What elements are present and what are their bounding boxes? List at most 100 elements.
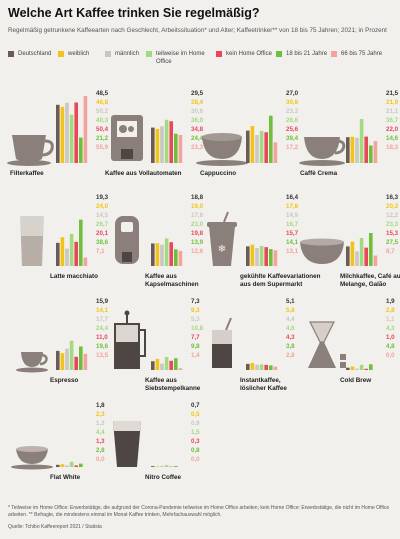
category-label: Kaffee aus Vollautomaten — [105, 170, 182, 177]
value-label: 14,5 — [96, 212, 109, 219]
bar — [56, 104, 60, 163]
value-label: 34,8 — [191, 126, 204, 133]
value-label: 2,8 — [386, 307, 395, 314]
value-label: 14,9 — [286, 212, 299, 219]
bar — [346, 367, 350, 370]
bar — [346, 137, 350, 163]
value-label: 20,3 — [386, 203, 399, 210]
bar — [355, 368, 359, 370]
value-label: 2,8 — [286, 352, 295, 359]
value-label: 10,8 — [191, 325, 204, 332]
value-label: 20,1 — [96, 230, 109, 237]
value-label: 19,3 — [96, 194, 109, 201]
value-label: 26,7 — [96, 221, 109, 228]
value-label: 3,8 — [286, 343, 295, 350]
source-note: Quelle: Tchibo Kaffeereport 2021 / Stati… — [8, 524, 102, 530]
bar — [273, 142, 278, 163]
bar — [164, 119, 169, 163]
bar — [164, 357, 169, 370]
value-label: 30,8 — [286, 99, 299, 106]
category-panel: 27,0 30,8 23,3 26,6 25,6 39,4 17,2 Cappuccino — [196, 90, 299, 177]
category-panel: 1,9 2,8 1,1 4,3 1,0 4,8 0,0 Cold Brew — [308, 298, 395, 384]
bar — [369, 145, 373, 163]
bar — [355, 137, 359, 163]
bar — [178, 250, 183, 266]
category-label: Kaffee aus — [145, 377, 177, 384]
bar — [155, 243, 160, 266]
bar — [250, 363, 255, 370]
value-label: 0,0 — [96, 456, 105, 463]
value-label: 4,6 — [286, 325, 295, 332]
value-label: 11,0 — [96, 334, 108, 341]
bar — [79, 346, 83, 370]
bar — [369, 364, 373, 370]
legend-swatch — [146, 51, 152, 57]
bar — [69, 233, 74, 266]
bar — [346, 246, 350, 266]
bar — [151, 127, 155, 163]
bar — [79, 137, 83, 163]
value-label: 1,9 — [386, 298, 395, 305]
value-label: 23,3 — [191, 144, 204, 151]
legend: Deutschland weiblich männlich teilweise im … — [8, 50, 400, 72]
bar — [178, 368, 183, 370]
bar — [174, 249, 178, 266]
value-label: 4,8 — [386, 343, 395, 350]
bar — [164, 465, 169, 467]
value-label: 0,8 — [191, 447, 200, 454]
legend-label: männlich — [115, 51, 140, 57]
value-label: 25,6 — [286, 126, 299, 133]
value-label: 2,3 — [96, 411, 105, 418]
value-label: 17,8 — [286, 203, 299, 210]
bar — [164, 238, 169, 266]
value-label: 5,3 — [191, 316, 200, 323]
milk-coffee-bowl-icon — [300, 238, 344, 264]
value-label: 0,5 — [191, 411, 200, 418]
espresso-cup-icon — [16, 352, 48, 373]
value-label: 16,3 — [386, 194, 399, 201]
bar — [269, 365, 273, 370]
category-panel: 18,8 19,0 17,8 23,0 19,8 13,9 12,6 Kaffee ausKa… — [115, 194, 204, 288]
value-label: 19,8 — [191, 230, 204, 237]
value-label: 39,4 — [286, 135, 299, 142]
bar — [373, 255, 378, 266]
category-panel: 16,3 20,3 12,2 23,3 15,3 27,5 8,7 Milchkaffee, … — [300, 194, 400, 288]
legend-swatch — [331, 51, 337, 57]
value-label: 21,9 — [386, 99, 399, 106]
value-label: 36,0 — [191, 117, 204, 124]
bar — [178, 135, 183, 163]
chart-subtitle: Regelmäßig getrunkene Kaffeearten nach G… — [8, 27, 387, 34]
category-label: Instantkaffee, — [240, 377, 281, 384]
legend-label: 18 bis 21 Jahre — [286, 51, 328, 57]
bar — [350, 136, 355, 163]
bar — [246, 363, 250, 370]
bar — [83, 95, 88, 163]
bar — [79, 463, 83, 467]
bar — [364, 136, 368, 163]
filter-coffee-cup-icon — [7, 135, 54, 166]
bar — [83, 353, 88, 370]
bar — [79, 219, 83, 266]
bar — [350, 241, 355, 266]
category-label: löslicher Kaffee — [240, 385, 287, 392]
value-label: 9,8 — [191, 343, 200, 350]
category-label: Caffè Crema — [300, 170, 338, 177]
value-label: 24,0 — [96, 203, 109, 210]
bar — [269, 249, 273, 266]
category-label: Kaffee aus — [145, 273, 177, 280]
chart-title: Welche Art Kaffee trinken Sie regelmäßig… — [8, 6, 260, 20]
value-label: 17,8 — [191, 212, 204, 219]
bar — [60, 237, 65, 266]
value-label: 18,8 — [191, 194, 204, 201]
bar — [273, 366, 278, 370]
bar — [359, 364, 364, 370]
svg-text:❄: ❄ — [218, 244, 226, 255]
iced-coffee-cup-icon: ❄ — [207, 211, 237, 266]
bar — [246, 130, 250, 163]
value-label: 15,3 — [386, 230, 399, 237]
cold-brew-carafe-icon — [308, 321, 346, 368]
value-label: 1,1 — [386, 316, 395, 323]
value-label: 5,8 — [286, 307, 295, 314]
bar — [151, 243, 155, 266]
